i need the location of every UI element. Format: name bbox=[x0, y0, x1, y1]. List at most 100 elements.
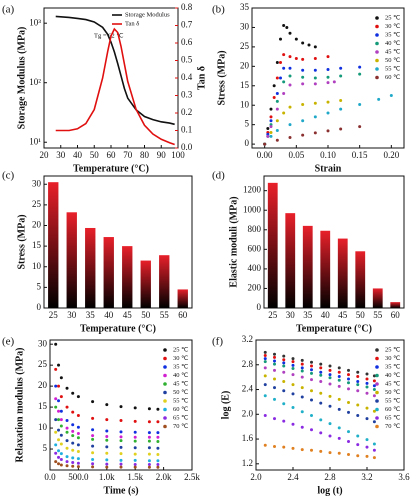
x-tick-label: 1.5k bbox=[127, 472, 143, 482]
legend-label: 65 ℃ bbox=[385, 414, 401, 421]
legend-swatch bbox=[375, 33, 379, 37]
point bbox=[71, 434, 75, 438]
point bbox=[133, 406, 137, 410]
point bbox=[337, 436, 341, 440]
y-axis-title: Storage Modulus (MPa) bbox=[16, 27, 27, 130]
point bbox=[310, 428, 313, 432]
point bbox=[337, 384, 341, 388]
point bbox=[310, 414, 313, 418]
point bbox=[273, 368, 276, 372]
legend-label: 45 ℃ bbox=[385, 380, 401, 387]
point bbox=[76, 432, 80, 436]
point bbox=[71, 423, 75, 427]
point bbox=[76, 413, 80, 417]
point bbox=[275, 60, 279, 64]
legend-swatch bbox=[375, 416, 379, 420]
point bbox=[133, 458, 137, 462]
point bbox=[71, 460, 75, 464]
x-tick-label: 40 bbox=[321, 310, 331, 320]
point bbox=[263, 366, 267, 370]
point bbox=[59, 395, 63, 399]
x-axis-title: Temperature (°C) bbox=[73, 163, 149, 174]
point bbox=[326, 67, 330, 71]
legend-label: 35 ℃ bbox=[173, 363, 189, 370]
point bbox=[119, 445, 123, 449]
point bbox=[288, 83, 292, 87]
x-tick-label: 20 bbox=[40, 150, 50, 160]
point bbox=[119, 462, 123, 466]
point bbox=[356, 389, 360, 393]
plot-frame bbox=[49, 339, 193, 471]
y-tick-label: 0 bbox=[245, 138, 250, 148]
point bbox=[263, 357, 267, 361]
x-tick-label: 30 bbox=[286, 310, 296, 320]
point bbox=[91, 437, 95, 441]
y-tick-label: 2.0 bbox=[242, 408, 254, 418]
bar bbox=[48, 182, 59, 308]
point bbox=[133, 430, 137, 434]
point bbox=[365, 381, 369, 385]
point bbox=[339, 127, 343, 131]
legend-label: 25 ℃ bbox=[173, 346, 189, 353]
y-tick-label: 15 bbox=[240, 80, 250, 90]
point bbox=[282, 445, 286, 449]
legend-swatch bbox=[375, 390, 379, 395]
y-tick-label: 0 bbox=[37, 302, 42, 312]
y-tick-label: 25 bbox=[32, 199, 42, 209]
point bbox=[356, 414, 360, 418]
point bbox=[133, 439, 137, 443]
point bbox=[91, 400, 95, 404]
point bbox=[263, 394, 267, 398]
point bbox=[282, 80, 286, 84]
point bbox=[328, 422, 332, 426]
legend-swatch bbox=[163, 348, 167, 352]
y-tick-label: 20 bbox=[38, 380, 48, 390]
point bbox=[105, 465, 109, 469]
panel: (f) 1.2 1.6 2.0 2.4 2.8 3.2 2.0 2.4 2.8 3.2 3.6 log … bbox=[212, 334, 410, 496]
point bbox=[91, 462, 95, 466]
point bbox=[57, 418, 61, 422]
x-tick-label: 1.0k bbox=[99, 472, 115, 482]
y2-tick-label: 0.4 bbox=[181, 72, 193, 82]
legend-label: 30 ℃ bbox=[385, 23, 401, 30]
point bbox=[119, 458, 123, 462]
y-tick-label: 35 bbox=[240, 2, 250, 12]
x-tick-label: 50 bbox=[141, 310, 151, 320]
point bbox=[71, 441, 75, 445]
y-axis-title: Relaxation modulus (MPa) bbox=[14, 348, 25, 463]
y-axis-title: log (E) bbox=[220, 391, 231, 420]
point bbox=[282, 389, 286, 393]
point bbox=[288, 66, 292, 70]
point bbox=[71, 391, 75, 395]
point bbox=[275, 99, 279, 103]
point bbox=[356, 443, 360, 447]
point bbox=[328, 368, 332, 372]
point bbox=[365, 417, 369, 421]
y2-tick-label: 0.1 bbox=[181, 125, 192, 135]
x-tick-label: 55 bbox=[373, 310, 383, 320]
point bbox=[319, 401, 323, 405]
point bbox=[313, 76, 317, 80]
legend-label: 45 ℃ bbox=[173, 380, 189, 387]
legend-label: 50 ℃ bbox=[385, 57, 401, 64]
point bbox=[291, 363, 295, 367]
point bbox=[282, 354, 286, 358]
point bbox=[57, 438, 61, 442]
panel-label: (c) bbox=[2, 170, 15, 182]
legend-swatch bbox=[375, 373, 379, 378]
point bbox=[119, 435, 123, 439]
point bbox=[71, 429, 75, 433]
point bbox=[275, 76, 279, 80]
x-tick-label: 40 bbox=[73, 150, 83, 160]
bar bbox=[122, 246, 133, 308]
x-tick-label: 80 bbox=[140, 150, 150, 160]
point bbox=[356, 370, 360, 374]
point bbox=[372, 409, 376, 413]
y-axis-title: Stress (MPa) bbox=[16, 214, 27, 269]
point bbox=[59, 463, 63, 467]
point bbox=[65, 464, 69, 468]
series-line bbox=[55, 27, 175, 146]
x-tick-label: 60 bbox=[391, 310, 401, 320]
